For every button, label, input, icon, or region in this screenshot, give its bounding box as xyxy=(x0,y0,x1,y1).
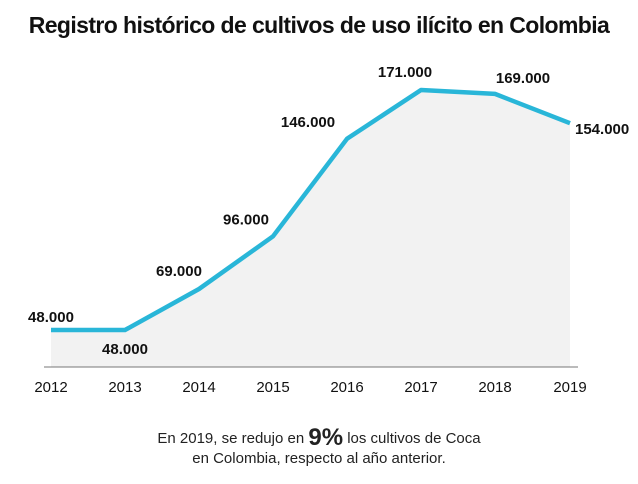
data-label-2018: 169.000 xyxy=(496,70,550,87)
data-label-2016: 146.000 xyxy=(281,114,335,131)
chart-title: Registro histórico de cultivos de uso il… xyxy=(28,12,610,38)
data-label-2013: 48.000 xyxy=(102,341,148,358)
x-tick-2018: 2018 xyxy=(478,379,511,396)
caption-line1-before: En 2019, se redujo en xyxy=(157,430,309,447)
series-line xyxy=(51,87,571,333)
data-label-2014: 69.000 xyxy=(156,263,202,280)
x-tick-2015: 2015 xyxy=(256,379,289,396)
data-label-2019: 154.000 xyxy=(575,121,629,138)
x-tick-2017: 2017 xyxy=(404,379,437,396)
x-tick-2016: 2016 xyxy=(330,379,363,396)
x-axis-ticks: 2012 2013 2014 2015 2016 2017 2018 2019 xyxy=(34,379,586,396)
x-tick-2012: 2012 xyxy=(34,379,67,396)
caption-line1-after: los cultivos de Coca xyxy=(343,430,481,447)
x-tick-2019: 2019 xyxy=(553,379,586,396)
data-label-2015: 96.000 xyxy=(223,211,269,228)
caption: En 2019, se redujo en 9% los cultivos de… xyxy=(0,426,638,469)
data-label-2012: 48.000 xyxy=(28,309,74,326)
area-fill xyxy=(51,90,570,367)
caption-highlight: 9% xyxy=(308,424,344,451)
data-labels: 48.000 48.000 69.000 96.000 146.000 171.000 16… xyxy=(28,64,629,358)
caption-line2: en Colombia, respecto al año anterior. xyxy=(192,450,446,467)
x-tick-2014: 2014 xyxy=(182,379,215,396)
data-label-2017: 171.000 xyxy=(378,64,432,81)
x-tick-2013: 2013 xyxy=(108,379,141,396)
